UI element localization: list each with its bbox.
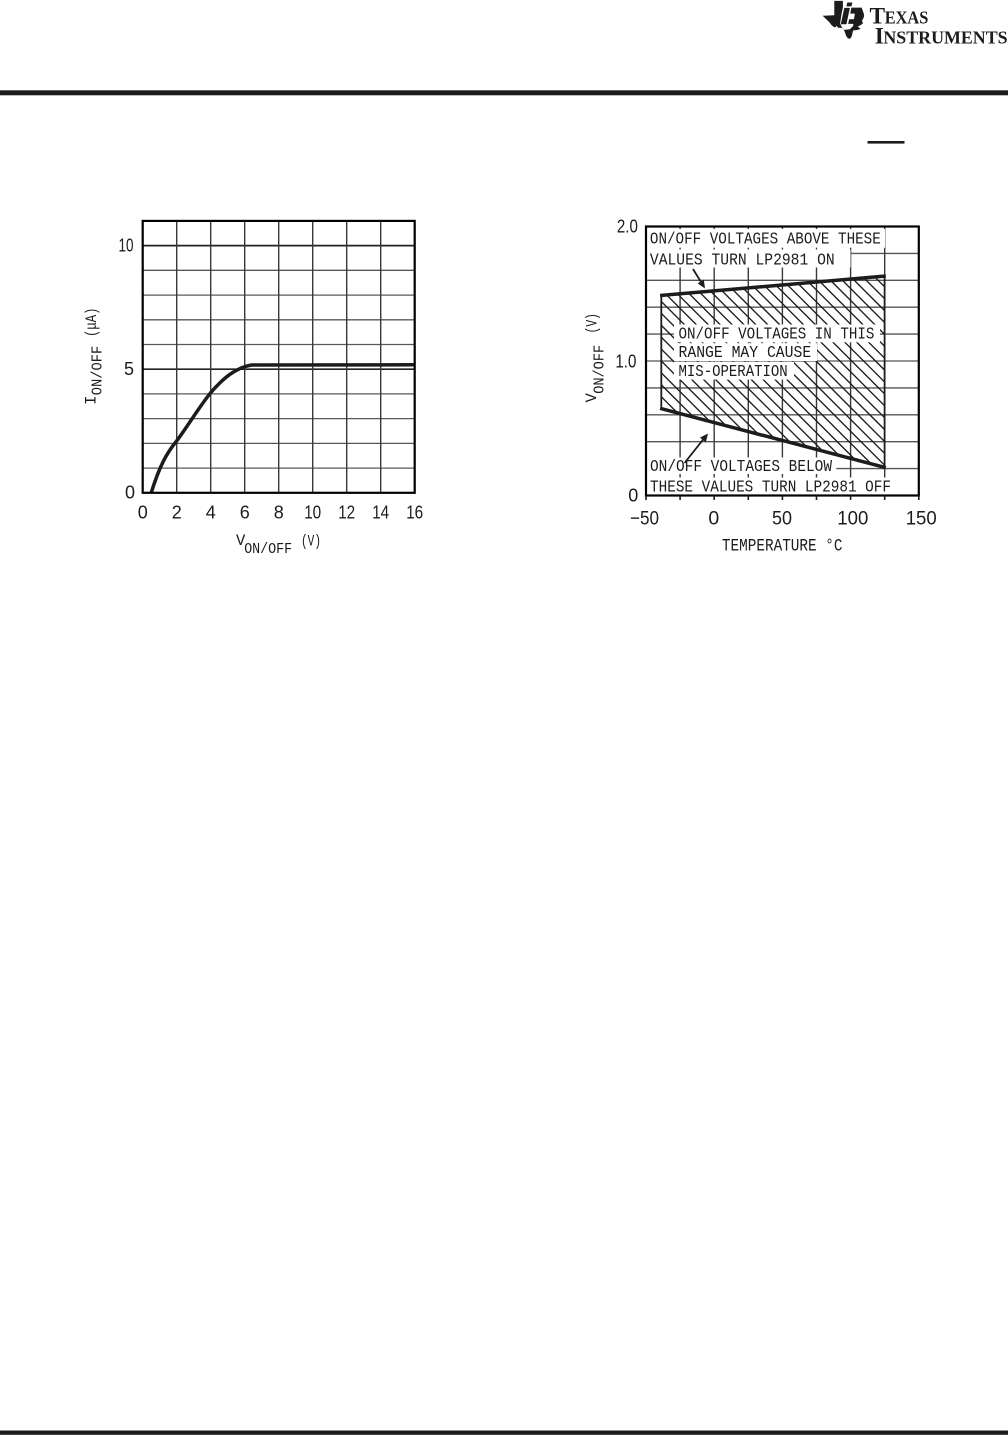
svg-text:I: I: [875, 23, 884, 49]
svg-text:TEMPERATURE °C: TEMPERATURE °C: [722, 537, 843, 556]
svg-text:EXAS: EXAS: [885, 8, 929, 28]
svg-text:V: V: [583, 393, 601, 403]
svg-text:ON/OFF VOLTAGES IN THIS: ON/OFF VOLTAGES IN THIS: [679, 326, 875, 345]
svg-text:V: V: [236, 532, 246, 550]
svg-text:1.0: 1.0: [615, 352, 636, 372]
svg-text:0: 0: [708, 508, 719, 530]
svg-text:MIS-OPERATION: MIS-OPERATION: [679, 363, 788, 382]
svg-text:ON/OFF: ON/OFF: [592, 345, 608, 394]
svg-text:4: 4: [206, 503, 216, 523]
svg-text:0: 0: [125, 482, 135, 502]
svg-text:50: 50: [772, 508, 792, 530]
svg-text:5: 5: [124, 359, 134, 379]
svg-text:0: 0: [628, 486, 638, 506]
svg-text:−50: −50: [630, 508, 659, 530]
svg-text:RANGE MAY CAUSE: RANGE MAY CAUSE: [679, 344, 812, 363]
svg-text:12: 12: [338, 503, 355, 523]
svg-text:ON/OFF VOLTAGES BELOW: ON/OFF VOLTAGES BELOW: [650, 458, 833, 477]
svg-text:100: 100: [837, 508, 868, 530]
svg-text:0: 0: [138, 503, 148, 523]
svg-text:VALUES TURN LP2981 ON: VALUES TURN LP2981 ON: [650, 251, 835, 270]
svg-text:6: 6: [240, 503, 250, 523]
svg-text:THESE VALUES TURN LP2981 OFF: THESE VALUES TURN LP2981 OFF: [650, 478, 891, 497]
svg-text:I: I: [83, 395, 101, 405]
svg-text:10: 10: [304, 503, 321, 523]
svg-text:(μA): (μA): [83, 308, 101, 338]
svg-text:16: 16: [406, 503, 423, 523]
svg-text:NSTRUMENTS: NSTRUMENTS: [883, 27, 1007, 47]
svg-text:14: 14: [372, 503, 389, 523]
svg-text:8: 8: [274, 503, 284, 523]
svg-text:2: 2: [172, 503, 182, 523]
svg-text:(V): (V): [584, 313, 602, 334]
svg-text:(V): (V): [301, 533, 321, 551]
svg-text:10: 10: [119, 236, 134, 256]
svg-text:ON/OFF VOLTAGES ABOVE THESE: ON/OFF VOLTAGES ABOVE THESE: [650, 231, 881, 250]
svg-text:150: 150: [906, 508, 937, 530]
svg-text:2.0: 2.0: [617, 217, 638, 237]
svg-text:T: T: [870, 4, 886, 30]
svg-text:ON/OFF: ON/OFF: [244, 542, 292, 558]
svg-text:ON/OFF: ON/OFF: [91, 346, 107, 396]
